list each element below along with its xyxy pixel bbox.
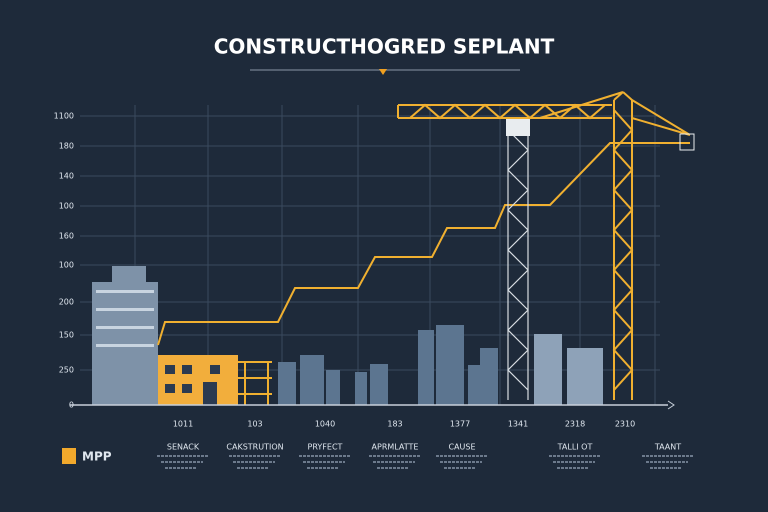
category-label: TALLI OT xyxy=(557,443,593,452)
y-axis-label: 200 xyxy=(59,298,74,307)
category-label: CAUSE xyxy=(448,443,475,452)
x-axis-label: 1040 xyxy=(315,420,335,429)
y-axis-label: 180 xyxy=(59,142,74,151)
x-axis-label: 103 xyxy=(247,420,262,429)
y-axis-label: 100 xyxy=(59,261,74,270)
legend-label: MPP xyxy=(82,450,112,464)
x-axis-label: 183 xyxy=(387,420,402,429)
category-label: APRMLATTE xyxy=(372,443,419,452)
x-axis-label: 2318 xyxy=(565,420,585,429)
category-label: PRYFECT xyxy=(308,443,343,452)
category-label: CAKSTRUTION xyxy=(226,443,283,452)
y-axis-label: 1100 xyxy=(54,112,74,121)
y-axis-label: 160 xyxy=(59,232,74,241)
y-axis-label: 0 xyxy=(69,401,74,410)
caption-lines xyxy=(157,455,694,469)
category-label: SENACK xyxy=(167,443,200,452)
title: CONSTRUCTHOGRED SEPLANT xyxy=(214,35,555,59)
x-axis-label: 1377 xyxy=(450,420,470,429)
y-axis-label: 150 xyxy=(59,331,74,340)
x-axis-label: 2310 xyxy=(615,420,635,429)
y-axis-label: 100 xyxy=(59,202,74,211)
y-axis-label: 140 xyxy=(59,172,74,181)
x-axis-arrow xyxy=(667,400,675,410)
cranes xyxy=(397,91,695,400)
x-axis-label: 1341 xyxy=(508,420,528,429)
title-marker xyxy=(379,69,387,75)
legend-swatch xyxy=(62,448,76,464)
y-axis-label: 250 xyxy=(59,366,74,375)
x-axis-label: 1011 xyxy=(173,420,193,429)
category-label: TAANT xyxy=(654,443,681,452)
buildings xyxy=(92,266,603,405)
trend-line xyxy=(157,142,690,346)
